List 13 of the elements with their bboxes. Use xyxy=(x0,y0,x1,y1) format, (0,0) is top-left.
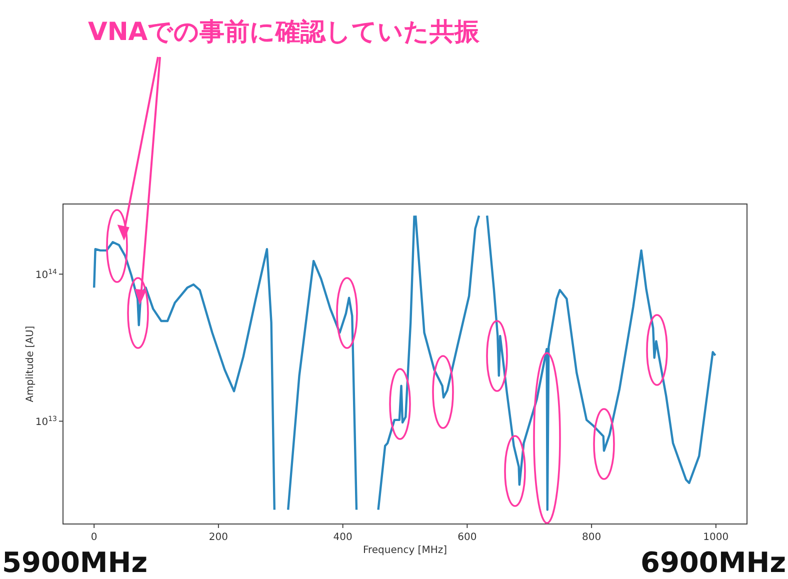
x-tick-label: 0 xyxy=(90,532,98,543)
text: 6900MHz xyxy=(640,546,786,579)
x-tick-label: 600 xyxy=(458,532,477,543)
x-tick-label: 1000 xyxy=(703,532,729,543)
y-tick-label: 10$^{14}$ xyxy=(35,268,58,282)
x-axis-title: Frequency [MHz] xyxy=(362,545,448,556)
x-tick-label: 400 xyxy=(333,532,352,543)
chart-title: VNAでの事前に確認していた共振 xyxy=(88,17,481,46)
y-axis-title: Amplitude [AU] xyxy=(25,326,36,402)
x-tick-label: 800 xyxy=(582,532,602,543)
y-tick-label: 10$^{13}$ xyxy=(35,415,57,428)
x-tick-label: 200 xyxy=(208,532,228,543)
text: 5900MHz xyxy=(2,546,148,579)
